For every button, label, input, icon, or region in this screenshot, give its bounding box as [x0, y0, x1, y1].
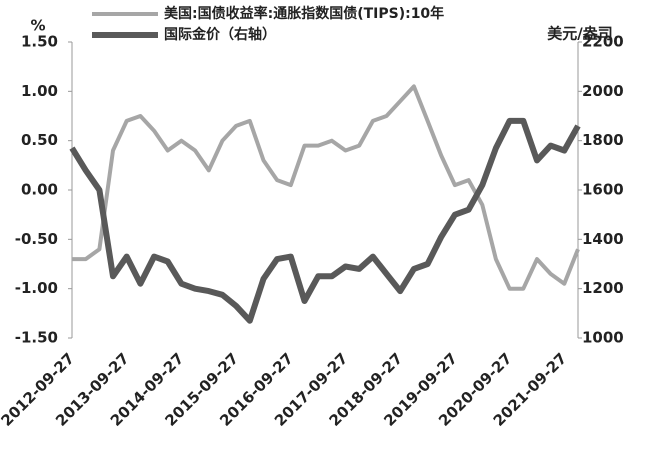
y-tick-label: 0.50 — [21, 131, 58, 149]
y-tick-label: -1.50 — [15, 329, 58, 347]
y2-tick-label: 1600 — [582, 181, 624, 199]
y2-tick-label: 1800 — [582, 131, 624, 149]
y-unit: % — [30, 17, 45, 35]
series-line — [69, 117, 581, 324]
y-tick-label: -1.00 — [15, 279, 58, 297]
y-tick-label: 1.50 — [21, 33, 58, 51]
legend-label: 国际金价（右轴） — [164, 26, 276, 43]
y2-tick-label: 2200 — [582, 33, 624, 51]
y2-tick-label: 1200 — [582, 279, 624, 297]
series-line — [72, 84, 580, 291]
y-tick-label: 1.00 — [21, 82, 58, 100]
y2-unit: 美元/盎司 — [547, 25, 612, 43]
y-tick-label: 0.00 — [21, 181, 58, 199]
y-tick-label: -0.50 — [15, 230, 58, 248]
y2-tick-label: 1400 — [582, 230, 624, 248]
y2-tick-label: 2000 — [582, 82, 624, 100]
legend-label: 美国:国债收益率:通胀指数国债(TIPS):10年 — [164, 5, 444, 22]
y2-tick-label: 1000 — [582, 329, 624, 347]
